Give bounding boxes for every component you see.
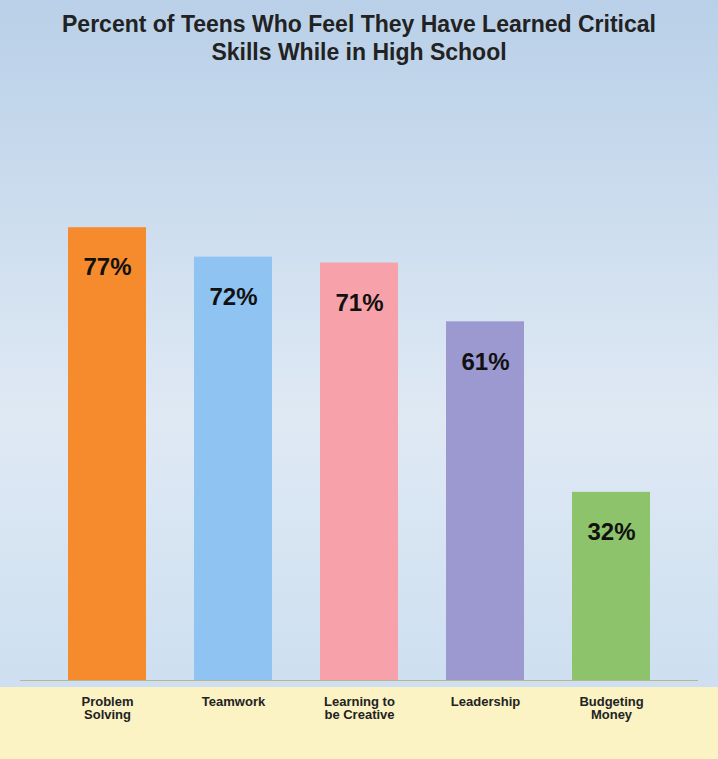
svg-text:72%: 72%: [209, 283, 257, 310]
svg-text:Learning tobe Creative: Learning tobe Creative: [324, 694, 395, 722]
svg-text:71%: 71%: [335, 289, 383, 316]
svg-text:Teamwork: Teamwork: [202, 694, 266, 709]
html-text:Percent of Teens Who Feel They: Percent of Teens Who Feel They Have Lear…: [62, 11, 656, 65]
svg-text:61%: 61%: [461, 348, 509, 375]
svg-text:77%: 77%: [83, 253, 131, 280]
svg-text:BudgetingMoney: BudgetingMoney: [579, 694, 643, 722]
svg-text:ProblemSolving: ProblemSolving: [81, 694, 133, 722]
svg-text:Leadership: Leadership: [451, 694, 520, 709]
svg-text:32%: 32%: [587, 518, 635, 545]
